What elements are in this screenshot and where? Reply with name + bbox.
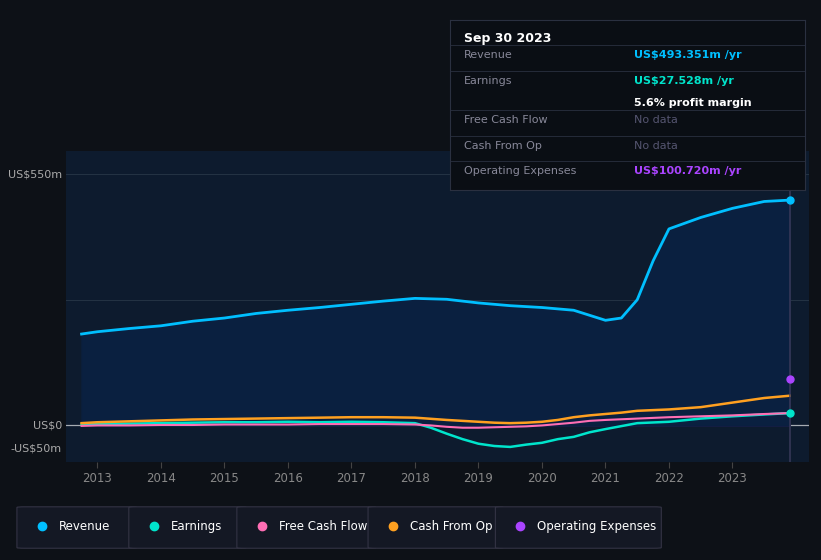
Text: Cash From Op: Cash From Op: [464, 141, 542, 151]
Text: Revenue: Revenue: [464, 50, 513, 60]
Text: Operating Expenses: Operating Expenses: [464, 166, 576, 176]
Text: -US$50m: -US$50m: [11, 444, 62, 453]
FancyBboxPatch shape: [495, 507, 662, 548]
Text: US$100.720m /yr: US$100.720m /yr: [635, 166, 741, 176]
Text: Cash From Op: Cash From Op: [410, 520, 493, 533]
Text: Free Cash Flow: Free Cash Flow: [278, 520, 367, 533]
Text: Sep 30 2023: Sep 30 2023: [464, 31, 552, 45]
FancyBboxPatch shape: [236, 507, 376, 548]
Text: No data: No data: [635, 115, 678, 125]
Text: Free Cash Flow: Free Cash Flow: [464, 115, 548, 125]
Text: US$27.528m /yr: US$27.528m /yr: [635, 76, 734, 86]
Text: Operating Expenses: Operating Expenses: [537, 520, 656, 533]
Text: US$550m: US$550m: [8, 169, 62, 179]
Text: 5.6% profit margin: 5.6% profit margin: [635, 98, 752, 108]
Text: Earnings: Earnings: [464, 76, 512, 86]
FancyBboxPatch shape: [17, 507, 136, 548]
FancyBboxPatch shape: [368, 507, 503, 548]
Text: US$0: US$0: [33, 421, 62, 431]
Text: Earnings: Earnings: [171, 520, 222, 533]
Text: No data: No data: [635, 141, 678, 151]
Text: Revenue: Revenue: [58, 520, 110, 533]
FancyBboxPatch shape: [129, 507, 246, 548]
Text: US$493.351m /yr: US$493.351m /yr: [635, 50, 742, 60]
